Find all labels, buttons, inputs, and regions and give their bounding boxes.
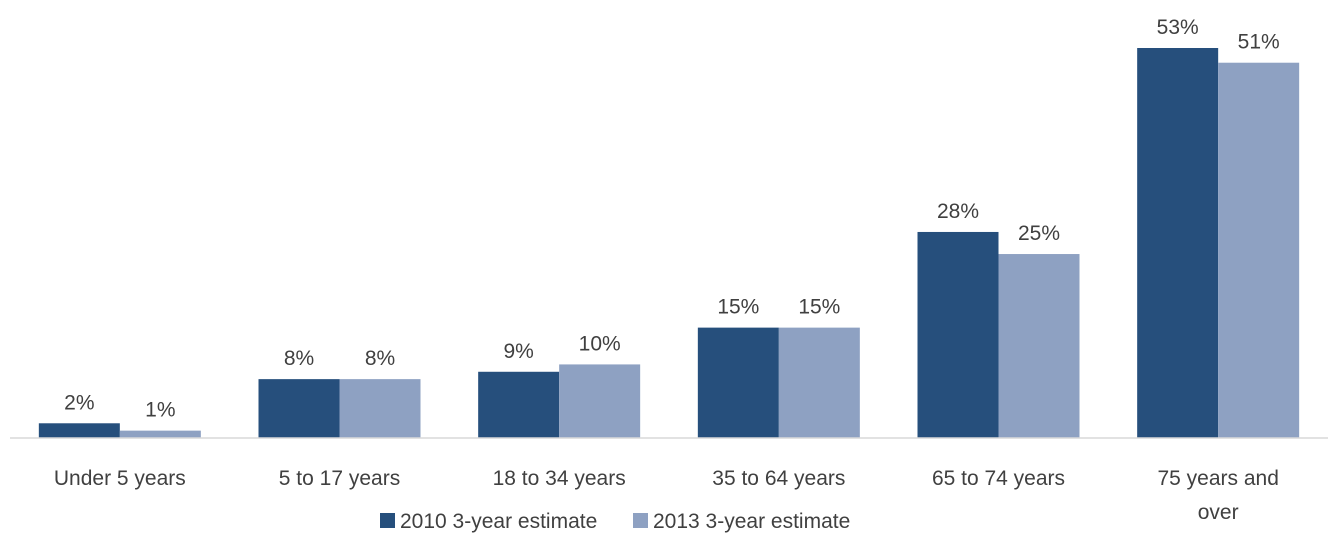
category-label-4: 35 to 64 years bbox=[712, 467, 845, 490]
bar-1-1 bbox=[38, 423, 120, 438]
data-label-1-6: 53% bbox=[1157, 16, 1199, 39]
legend-label-2: 2013 3-year estimate bbox=[653, 510, 850, 533]
data-label-1-3: 9% bbox=[503, 340, 533, 363]
data-label-1-1: 2% bbox=[64, 391, 94, 414]
legend-label-1: 2010 3-year estimate bbox=[400, 510, 597, 533]
bar-2-2 bbox=[339, 379, 421, 438]
data-label-2-3: 10% bbox=[579, 332, 621, 355]
category-label-5: 65 to 74 years bbox=[932, 467, 1065, 490]
bar-2-3 bbox=[559, 364, 641, 438]
data-label-1-4: 15% bbox=[717, 296, 759, 319]
bar-2-4 bbox=[778, 327, 860, 438]
data-label-2-4: 15% bbox=[798, 296, 840, 319]
data-label-1-2: 8% bbox=[284, 347, 314, 370]
category-label-3: 18 to 34 years bbox=[493, 467, 626, 490]
legend: 2010 3-year estimate 2013 3-year estimate bbox=[380, 510, 850, 533]
bar-2-5 bbox=[998, 254, 1080, 438]
category-label-2: 5 to 17 years bbox=[279, 467, 400, 490]
legend-swatch-2 bbox=[633, 513, 648, 528]
data-label-1-5: 28% bbox=[937, 200, 979, 223]
bars-group bbox=[38, 48, 1300, 438]
bar-1-5 bbox=[917, 231, 999, 438]
data-label-2-5: 25% bbox=[1018, 222, 1060, 245]
bar-1-4 bbox=[697, 327, 779, 438]
bar-1-3 bbox=[478, 371, 560, 438]
category-label-6: 75 years and over bbox=[1157, 467, 1278, 524]
bar-1-6 bbox=[1137, 48, 1219, 438]
data-label-2-6: 51% bbox=[1238, 31, 1280, 54]
bar-2-6 bbox=[1218, 62, 1300, 438]
legend-swatch-1 bbox=[380, 513, 395, 528]
category-label-1: Under 5 years bbox=[54, 467, 186, 490]
bar-1-2 bbox=[258, 379, 340, 438]
data-labels-group: 2% 1% 8% 8% 9% 10% 15% 15% 28% 25% 53% 51% bbox=[64, 16, 1280, 422]
data-label-2-2: 8% bbox=[365, 347, 395, 370]
data-label-2-1: 1% bbox=[145, 399, 175, 422]
bar-2-1 bbox=[119, 430, 201, 438]
category-labels-group: Under 5 years 5 to 17 years 18 to 34 years… bbox=[54, 467, 1279, 524]
